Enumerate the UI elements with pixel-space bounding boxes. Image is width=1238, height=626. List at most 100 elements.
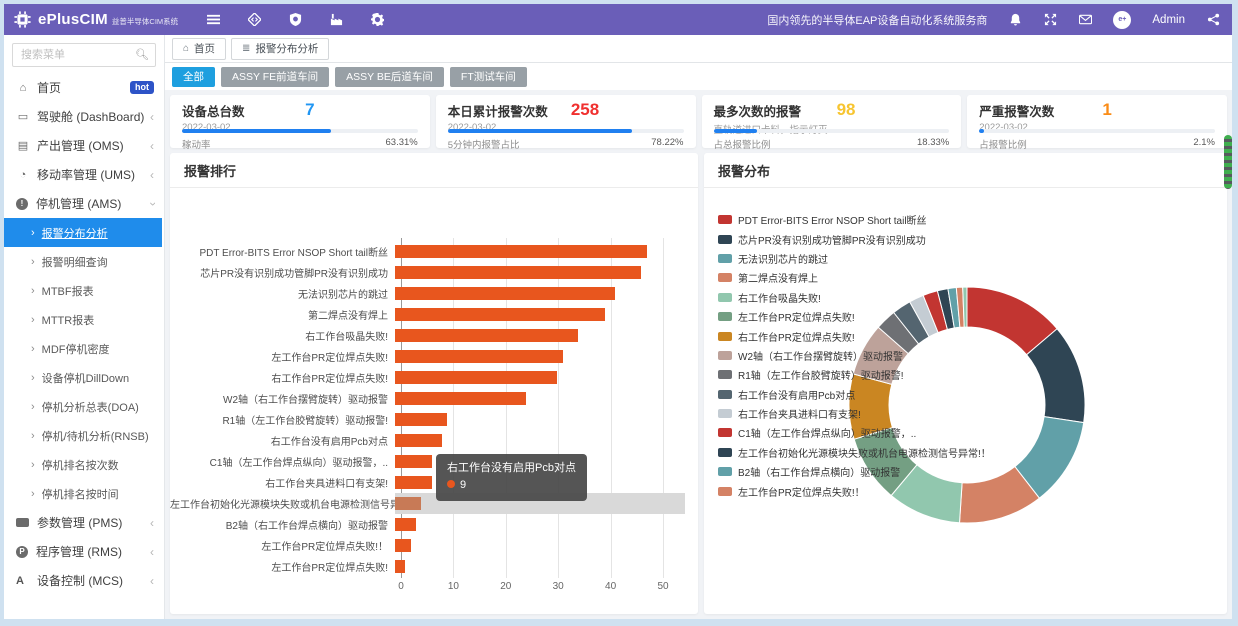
sidebar-item-2[interactable]: ▤ 产出管理 (OMS) ‹ bbox=[4, 131, 164, 160]
tooltip-series-dot bbox=[447, 480, 455, 489]
x-tick-label: 20 bbox=[500, 581, 512, 592]
bar-row-6[interactable]: 右工作台PR定位焊点失败! bbox=[170, 367, 698, 388]
legend-item-7[interactable]: W2轴（右工作台摆臂旋转）驱动报警 bbox=[718, 346, 991, 365]
app-subtitle: 益普半导体CIM系统 bbox=[111, 17, 179, 26]
filter-button-0[interactable]: 全部 bbox=[172, 66, 215, 87]
sidebar-subitem-label: 停机排名按次数 bbox=[41, 459, 119, 472]
card-subtitle: 2022-03-02 bbox=[447, 122, 497, 133]
mail-icon[interactable] bbox=[1078, 13, 1092, 27]
shield-icon[interactable] bbox=[288, 13, 302, 27]
bar[interactable] bbox=[395, 434, 443, 447]
bar-row-14[interactable]: 左工作台PR定位焊点失败!！ bbox=[170, 535, 698, 556]
bar-row-13[interactable]: B2轴（右工作台焊点横向）驱动报警 bbox=[170, 514, 698, 535]
scrollbar-thumb[interactable] bbox=[1224, 135, 1232, 189]
sidebar-item-6[interactable]: P 程序管理 (RMS) ‹ bbox=[4, 537, 164, 566]
sidebar-item-1[interactable]: ▭ 驾驶舱 (DashBoard) ‹ bbox=[4, 102, 164, 131]
bar-label: R1轴（左工作台胶臂旋转）驱动报警! bbox=[222, 416, 388, 427]
search-input[interactable] bbox=[12, 43, 156, 67]
stat-card-3: 严重报警次数 2022-03-02 1 占报警比例 2.1% bbox=[967, 95, 1227, 151]
bell-icon[interactable] bbox=[1008, 13, 1022, 27]
legend-item-9[interactable]: 右工作台没有启用Pcb对点 bbox=[718, 385, 991, 404]
chevron-right-icon: › bbox=[31, 284, 35, 297]
legend-item-13[interactable]: B2轴（右工作台焊点横向）驱动报警 bbox=[718, 462, 991, 481]
filter-button-3[interactable]: FT测试车间 bbox=[449, 66, 527, 87]
bar-row-7[interactable]: W2轴（右工作台摆臂旋转）驱动报警 bbox=[170, 388, 698, 409]
legend-item-8[interactable]: R1轴（左工作台胶臂旋转）驱动报警! bbox=[718, 365, 991, 384]
bar[interactable] bbox=[395, 518, 416, 531]
bar[interactable] bbox=[395, 245, 647, 258]
legend-item-10[interactable]: 右工作台夹具进料口有支架! bbox=[718, 404, 991, 423]
filter-button-2[interactable]: ASSY BE后道车间 bbox=[335, 66, 444, 87]
factory-icon[interactable] bbox=[329, 13, 343, 27]
bar-row-9[interactable]: 右工作台没有启用Pcb对点 bbox=[170, 430, 698, 451]
sidebar-subitem-1[interactable]: › 报警明细查询 bbox=[4, 247, 164, 276]
share-icon[interactable] bbox=[1206, 13, 1220, 27]
chevron-left-icon: ‹ bbox=[150, 573, 154, 588]
bar-row-4[interactable]: 右工作台吸晶失败! bbox=[170, 325, 698, 346]
bar-row-2[interactable]: 无法识别芯片的跳过 bbox=[170, 283, 698, 304]
bar-row-0[interactable]: PDT Error-BITS Error NSOP Short tail断丝 bbox=[170, 241, 698, 262]
sidebar-subitem-3[interactable]: › MTTR报表 bbox=[4, 305, 164, 334]
bar[interactable] bbox=[395, 560, 406, 573]
tab-alarm-distribution[interactable]: ≣ 报警分布分析 bbox=[231, 37, 330, 60]
bar-row-10[interactable]: C1轴（左工作台焊点纵向）驱动报警，.. bbox=[170, 451, 698, 472]
bar[interactable] bbox=[395, 350, 563, 363]
bar[interactable] bbox=[395, 266, 642, 279]
chevron-right-icon: › bbox=[31, 458, 35, 471]
bar-row-5[interactable]: 左工作台PR定位焊点失败! bbox=[170, 346, 698, 367]
legend-item-5[interactable]: 左工作台PR定位焊点失败! bbox=[718, 307, 991, 326]
sidebar-item-7[interactable]: A 设备控制 (MCS) ‹ bbox=[4, 566, 164, 595]
legend-item-14[interactable]: 左工作台PR定位焊点失败!！ bbox=[718, 481, 991, 500]
legend-item-12[interactable]: 左工作台初始化光源模块失败或机台电源检测信号异常!！ bbox=[718, 443, 991, 462]
user-name[interactable]: Admin bbox=[1152, 13, 1185, 26]
sidebar-subitem-8[interactable]: › 停机排名按次数 bbox=[4, 450, 164, 479]
bar[interactable] bbox=[395, 308, 605, 321]
legend-item-4[interactable]: 右工作台吸晶失败! bbox=[718, 288, 991, 307]
tab-home[interactable]: ⌂ 首页 bbox=[172, 37, 227, 60]
sidebar-subitem-5[interactable]: › 设备停机DillDown bbox=[4, 363, 164, 392]
sidebar-item-5[interactable]: 参数管理 (PMS) ‹ bbox=[4, 508, 164, 537]
app-window: ePlusCIM 益普半导体CIM系统 国内领先的半导体EAP设备自动化系统服务… bbox=[4, 4, 1232, 619]
bar-row-12[interactable]: 左工作台初始化光源模块失败或机台电源检测信号异常!！ bbox=[170, 493, 698, 514]
sidebar-subitem-7[interactable]: › 停机/待机分析(RNSB) bbox=[4, 421, 164, 450]
sidebar-subitem-2[interactable]: › MTBF报表 bbox=[4, 276, 164, 305]
sidebar-subitem-9[interactable]: › 停机排名按时间 bbox=[4, 479, 164, 508]
legend-item-2[interactable]: 无法识别芯片的跳过 bbox=[718, 249, 991, 268]
sidebar-subitem-4[interactable]: › MDF停机密度 bbox=[4, 334, 164, 363]
legend-item-3[interactable]: 第二焊点没有焊上 bbox=[718, 268, 991, 287]
bar-row-11[interactable]: 右工作台夹具进料口有支架! bbox=[170, 472, 698, 493]
bar[interactable] bbox=[395, 539, 411, 552]
bar-row-1[interactable]: 芯片PR没有识别成功管脚PR没有识别成功 bbox=[170, 262, 698, 283]
bar[interactable] bbox=[395, 455, 432, 468]
bar[interactable] bbox=[395, 497, 422, 510]
bar-label: 右工作台夹具进料口有支架! bbox=[265, 479, 388, 490]
bar[interactable] bbox=[395, 413, 448, 426]
donut-slice-15[interactable] bbox=[962, 286, 968, 328]
code-diamond-icon[interactable] bbox=[247, 13, 261, 27]
bar[interactable] bbox=[395, 371, 558, 384]
bar[interactable] bbox=[395, 329, 579, 342]
bar[interactable] bbox=[395, 392, 526, 405]
fullscreen-icon[interactable] bbox=[1043, 13, 1057, 27]
sidebar-subitem-6[interactable]: › 停机分析总表(DOA) bbox=[4, 392, 164, 421]
bar-row-15[interactable]: 左工作台PR定位焊点失败! bbox=[170, 556, 698, 577]
sidebar-item-3[interactable]: ◔ 移动率管理 (UMS) ‹ bbox=[4, 160, 164, 189]
legend-item-0[interactable]: PDT Error-BITS Error NSOP Short tail断丝 bbox=[718, 210, 991, 229]
menu-hamburger-icon[interactable] bbox=[206, 13, 220, 27]
card-progressbar bbox=[979, 129, 1215, 133]
sidebar-item-4[interactable]: ! 停机管理 (AMS) ‹ bbox=[4, 189, 164, 218]
user-avatar[interactable]: e+ bbox=[1113, 10, 1132, 29]
bar[interactable] bbox=[395, 287, 616, 300]
legend-item-11[interactable]: C1轴（左工作台焊点纵向）驱动报警，.. bbox=[718, 423, 991, 442]
gear-icon[interactable] bbox=[370, 13, 384, 27]
legend-item-6[interactable]: 右工作台PR定位焊点失败! bbox=[718, 326, 991, 345]
bar-row-8[interactable]: R1轴（左工作台胶臂旋转）驱动报警! bbox=[170, 409, 698, 430]
legend-item-1[interactable]: 芯片PR没有识别成功管脚PR没有识别成功 bbox=[718, 229, 991, 248]
sidebar-subitem-0[interactable]: › 报警分布分析 bbox=[4, 218, 162, 247]
bar[interactable] bbox=[395, 476, 432, 489]
sidebar-item-0[interactable]: ⌂ 首页 hot bbox=[4, 73, 164, 102]
legend-swatch bbox=[718, 331, 732, 341]
bar-row-3[interactable]: 第二焊点没有焊上 bbox=[170, 304, 698, 325]
bar-track bbox=[395, 325, 657, 346]
filter-button-1[interactable]: ASSY FE前道车间 bbox=[221, 66, 330, 87]
